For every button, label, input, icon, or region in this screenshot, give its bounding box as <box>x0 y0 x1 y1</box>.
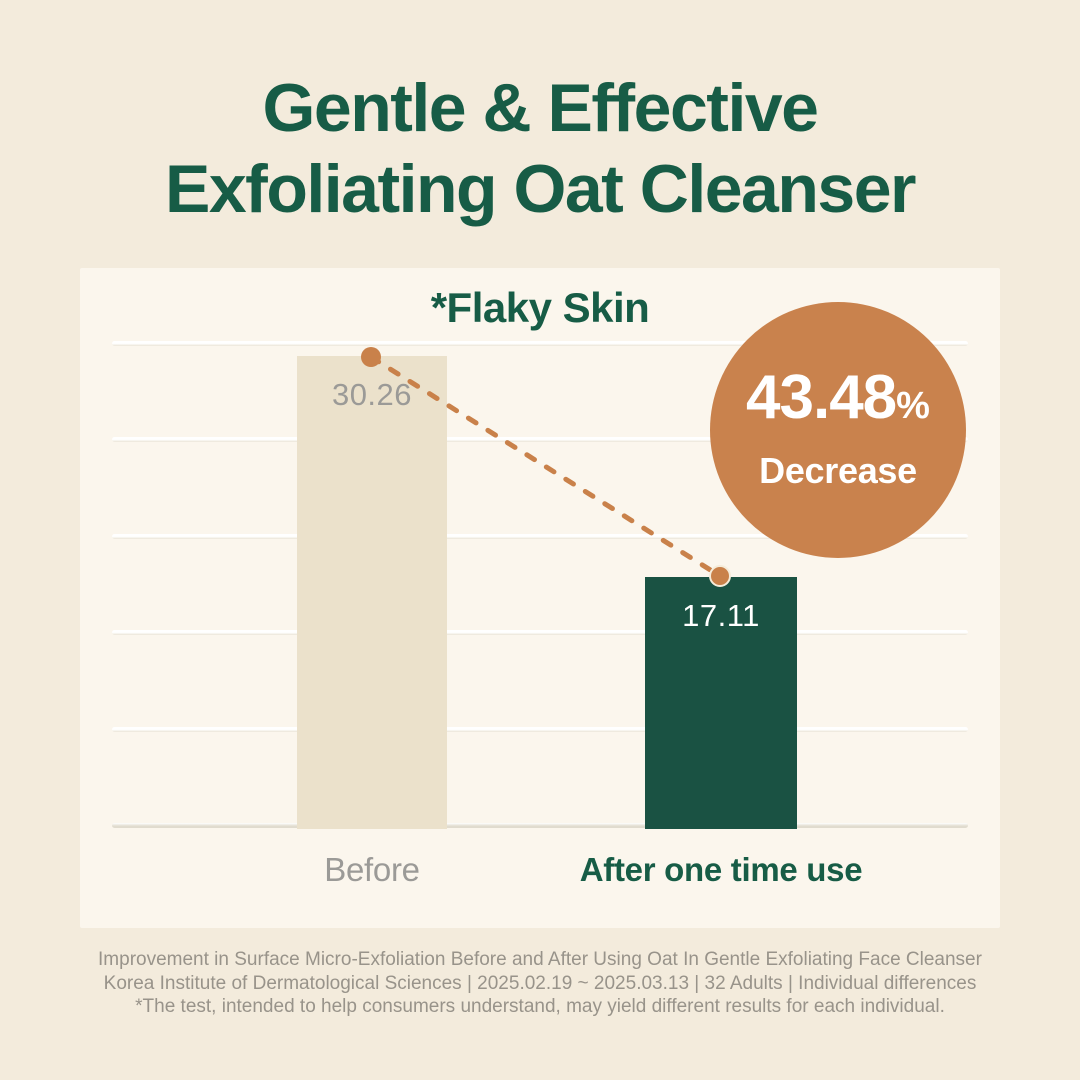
footnote-line-3: *The test, intended to help consumers un… <box>135 996 945 1017</box>
page-title-line-2: Exfoliating Oat Cleanser <box>165 151 916 227</box>
gridline <box>112 534 968 539</box>
x-axis-line <box>112 823 968 828</box>
chart-panel: *Flaky Skin 30.26 17.11 43.48% Decrease … <box>80 268 1000 928</box>
chart-title: *Flaky Skin <box>430 284 650 331</box>
gridline <box>112 630 968 635</box>
x-label-after: After one time use <box>579 851 863 888</box>
bar-after-value: 17.11 <box>682 598 760 633</box>
gridline <box>112 727 968 732</box>
bar-after: 17.11 <box>645 577 797 829</box>
footnote-line-2: Korea Institute of Dermatological Scienc… <box>103 972 977 994</box>
decrease-label: Decrease <box>759 450 917 491</box>
page-title-line-1: Gentle & Effective <box>262 70 819 146</box>
trend-dot-end <box>709 565 731 587</box>
gridline <box>112 341 968 346</box>
decrease-value: 43.48 <box>746 363 897 432</box>
footnote: Improvement in Surface Micro-Exfoliation… <box>0 948 1080 1019</box>
page-title: Gentle & Effective Exfoliating Oat Clean… <box>0 68 1080 230</box>
trend-dot-start <box>361 347 381 367</box>
gridline <box>112 437 968 442</box>
percent-sign: % <box>896 385 930 427</box>
footnote-line-1: Improvement in Surface Micro-Exfoliation… <box>98 949 982 970</box>
bar-before: 30.26 <box>297 356 447 829</box>
x-label-before: Before <box>324 851 420 888</box>
decrease-badge: 43.48% Decrease <box>710 302 966 558</box>
trend-dotted-line <box>361 347 731 587</box>
bar-before-value: 30.26 <box>331 377 413 412</box>
decrease-badge-value-row: 43.48% <box>746 367 930 444</box>
